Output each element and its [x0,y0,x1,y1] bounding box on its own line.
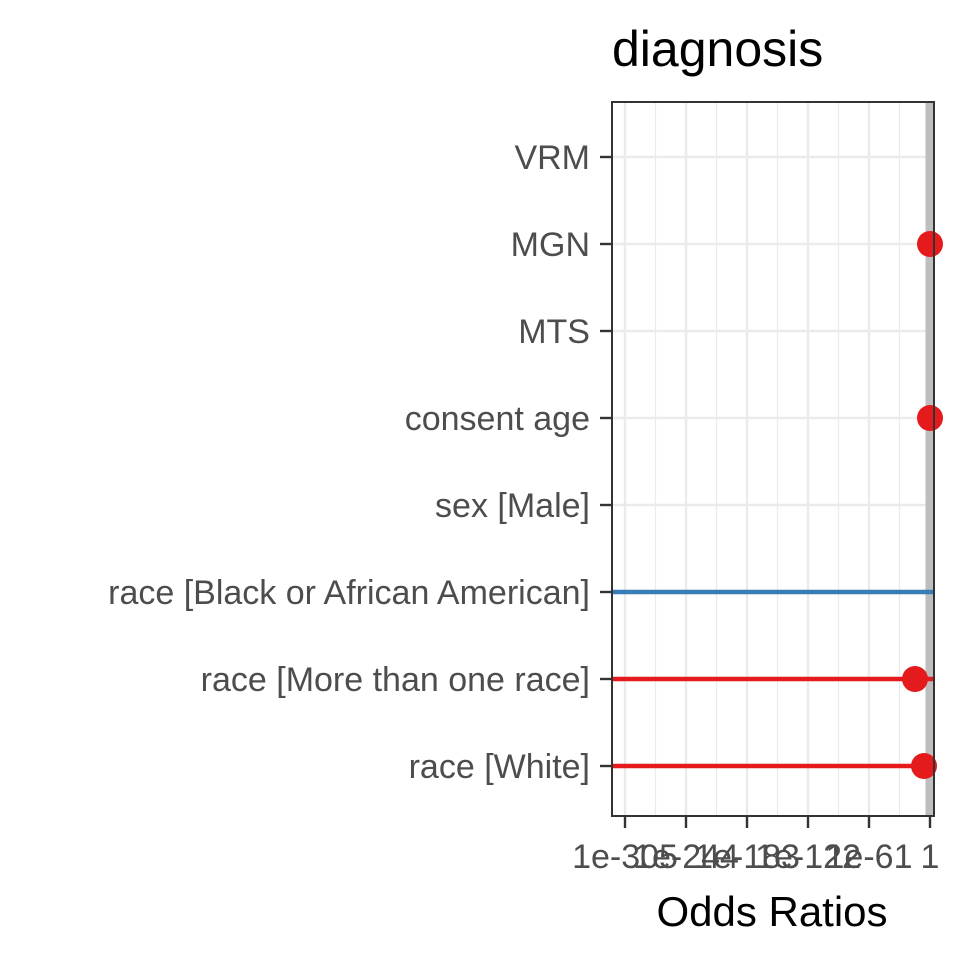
estimate-point [911,753,937,779]
y-tick-label: VRM [514,139,590,177]
y-tick-label: MTS [518,313,590,351]
grid [612,102,934,816]
x-tick-label: 1e-244 [633,838,739,876]
x-axis-label: Odds Ratios [656,888,887,935]
chart-title: diagnosis [612,21,823,77]
x-tick-label: 1e-122 [755,838,861,876]
panel-border [611,101,935,817]
x-tick-label: 1 [921,838,940,876]
data-marks [612,231,943,779]
y-axis: VRM MGN MTS consent age sex [Male] race [Blac… [108,139,612,786]
y-tick-label: consent age [405,400,590,438]
y-tick-label: sex [Male] [435,487,590,525]
estimate-point [917,405,943,431]
x-tick-label: 1e-61 [826,838,913,876]
y-tick-label: race [More than one race] [201,661,590,699]
y-tick-label: MGN [511,226,590,264]
y-tick-label: race [White] [409,748,590,786]
y-tick-label: race [Black or African American] [108,574,590,612]
x-tick-label: 1e-305 [572,838,678,876]
x-tick-label: 1e-183 [694,838,800,876]
estimate-point [902,666,928,692]
estimate-point [917,231,943,257]
